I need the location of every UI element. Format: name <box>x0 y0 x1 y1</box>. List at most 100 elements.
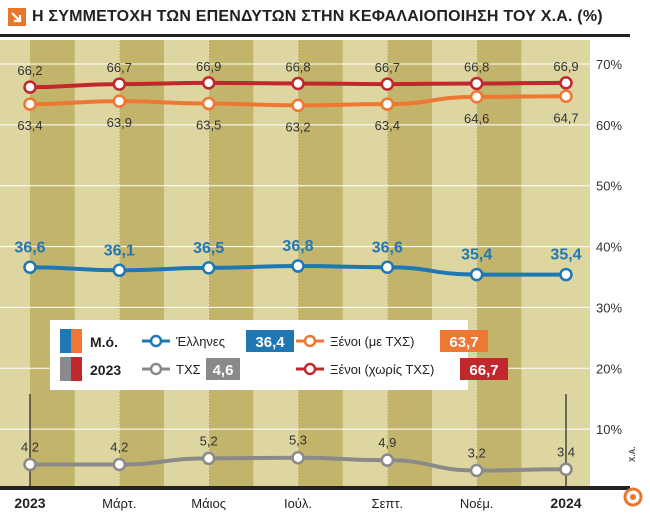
legend-marker-foreign_with_tax <box>303 334 317 348</box>
data-label-foreign_with_tax: 63,4 <box>375 118 400 133</box>
data-point-tax_agents <box>23 457 37 472</box>
band-stripe <box>298 40 343 486</box>
data-label-greeks: 36,5 <box>193 240 224 257</box>
data-point-foreign_with_tax <box>201 96 216 111</box>
legend-label-foreign_with_tax: Ξένοι (με ΤΧΣ) <box>330 334 414 349</box>
data-point-tax_agents <box>201 451 216 466</box>
data-point-foreign_with_tax <box>23 97 37 111</box>
data-label-tax_agents: 4,9 <box>378 435 396 450</box>
legend-value-foreign_with_tax: 63,7 <box>449 334 478 351</box>
chart-title: Η ΣΥΜΜΕΤΟΧΗ ΤΩΝ ΕΠΕΝΔΥΤΩΝ ΣΤΗΝ ΚΕΦΑΛΑΙΟΠ… <box>32 8 603 25</box>
legend-label-tax_agents: ΤΧΣ <box>176 362 201 377</box>
data-label-foreign_with_tax: 63,9 <box>107 115 132 130</box>
band-stripe <box>208 40 254 486</box>
legend-value-box-foreign_with_tax <box>440 330 488 352</box>
data-point-tax_agents <box>291 450 305 465</box>
data-label-foreign_without_tax: 66,7 <box>107 60 132 75</box>
x-tick-label: Νοέμ. <box>460 496 494 511</box>
data-point-greeks <box>23 260 37 275</box>
chart-svg: 10% 20% 30% 40% 50% 60% 70% 2023 Μάρτ. Μάιος Ιούλ.… <box>0 34 630 511</box>
legend-avg-swatch <box>71 329 82 353</box>
y-tick-label: 50% <box>596 179 622 194</box>
data-point-foreign_with_tax <box>112 94 127 108</box>
data-label-tax_agents: 4,2 <box>110 439 128 454</box>
data-label-tax_agents: 3,2 <box>468 446 486 461</box>
title-bar: Η ΣΥΜΜΕΤΟΧΗ ΤΩΝ ΕΠΕΝΔΥΤΩΝ ΣΤΗΝ ΚΕΦΑΛΑΙΟΠ… <box>0 0 650 34</box>
legend-avg-label: Μ.ό. <box>90 334 118 350</box>
data-label-foreign_with_tax: 63,5 <box>196 118 221 133</box>
data-label-greeks: 36,6 <box>372 239 403 256</box>
data-label-greeks: 35,4 <box>550 247 581 264</box>
data-point-tax_agents <box>469 463 484 478</box>
legend-label-greeks: Έλληνες <box>175 334 225 349</box>
data-label-foreign_with_tax: 64,6 <box>464 111 489 126</box>
legend-marker-foreign_without_tax <box>303 362 317 376</box>
top-rule <box>0 34 630 37</box>
data-point-foreign_without_tax <box>23 80 37 94</box>
data-point-greeks <box>469 267 484 282</box>
x-tick-label: Ιούλ. <box>284 496 312 511</box>
x-tick-label: 2023 <box>14 495 45 511</box>
data-point-tax_agents <box>559 462 573 477</box>
data-point-greeks <box>291 259 305 273</box>
legend-value-box-foreign_without_tax <box>460 358 508 380</box>
data-point-foreign_without_tax <box>559 76 573 90</box>
data-label-tax_agents: 3,4 <box>557 444 575 459</box>
y-tick-label: 20% <box>596 361 622 376</box>
data-point-foreign_with_tax <box>469 90 484 104</box>
x-tick-label: Μάιος <box>191 496 226 511</box>
data-point-greeks <box>380 260 395 275</box>
data-label-greeks: 36,1 <box>104 242 135 259</box>
legend-marker-greeks <box>149 334 163 348</box>
data-label-tax_agents: 5,2 <box>200 433 218 448</box>
band-stripe <box>476 40 522 486</box>
data-point-foreign_without_tax <box>291 76 305 91</box>
y-tick-label: 70% <box>596 57 622 72</box>
data-label-foreign_without_tax: 66,2 <box>17 63 42 78</box>
data-label-greeks: 36,8 <box>282 238 313 255</box>
x-axis-bar <box>0 486 630 490</box>
legend-avg-swatch <box>60 329 71 353</box>
data-point-foreign_with_tax <box>559 89 573 104</box>
legend-year-label: 2023 <box>90 362 121 378</box>
data-label-foreign_without_tax: 66,8 <box>285 59 310 74</box>
y-tick-label: 40% <box>596 240 622 255</box>
data-point-tax_agents <box>380 453 395 467</box>
trend-arrow-icon <box>8 8 26 26</box>
data-label-tax_agents: 5,3 <box>289 433 307 448</box>
data-label-foreign_without_tax: 66,9 <box>553 59 578 74</box>
legend-value-box-greeks <box>246 330 294 352</box>
data-point-foreign_without_tax <box>112 77 127 91</box>
y-tick-label: 10% <box>596 422 622 437</box>
chart-area: 10% 20% 30% 40% 50% 60% 70% 2023 Μάρτ. Μάιος Ιούλ.… <box>0 34 650 518</box>
x-tick-label: Μάρτ. <box>102 496 136 511</box>
legend-value-box-tax_agents <box>206 358 240 380</box>
x-tick-label: Σεπτ. <box>372 496 404 511</box>
data-point-greeks <box>201 261 216 275</box>
data-point-greeks <box>559 267 573 282</box>
y-tick-label: 60% <box>596 118 622 133</box>
y-tick-label: 30% <box>596 300 622 315</box>
legend-label-foreign_without_tax: Ξένοι (χωρίς ΤΧΣ) <box>330 362 434 377</box>
legend-year-swatch <box>60 357 71 381</box>
data-label-foreign_with_tax: 63,2 <box>285 119 310 134</box>
data-label-foreign_without_tax: 66,8 <box>464 59 489 74</box>
data-point-foreign_without_tax <box>380 77 395 91</box>
data-label-greeks: 35,4 <box>461 247 492 264</box>
band-stripe <box>387 40 432 486</box>
data-point-tax_agents <box>112 457 127 472</box>
data-point-greeks <box>112 263 127 278</box>
publisher-logo-icon <box>621 486 645 516</box>
data-label-foreign_with_tax: 64,7 <box>553 110 578 125</box>
legend-value-foreign_without_tax: 66,7 <box>469 362 498 379</box>
legend-value-greeks: 36,4 <box>255 334 285 351</box>
x-tick-label: 2024 <box>550 495 581 511</box>
data-label-tax_agents: 4,2 <box>21 439 39 454</box>
band-stripe <box>30 40 75 486</box>
data-label-greeks: 36,6 <box>14 239 45 256</box>
source-mark: Χ.Α. <box>628 446 637 462</box>
data-label-foreign_without_tax: 66,7 <box>375 60 400 75</box>
data-point-foreign_with_tax <box>291 98 305 113</box>
data-point-foreign_without_tax <box>201 76 216 90</box>
band-stripe <box>119 40 164 486</box>
